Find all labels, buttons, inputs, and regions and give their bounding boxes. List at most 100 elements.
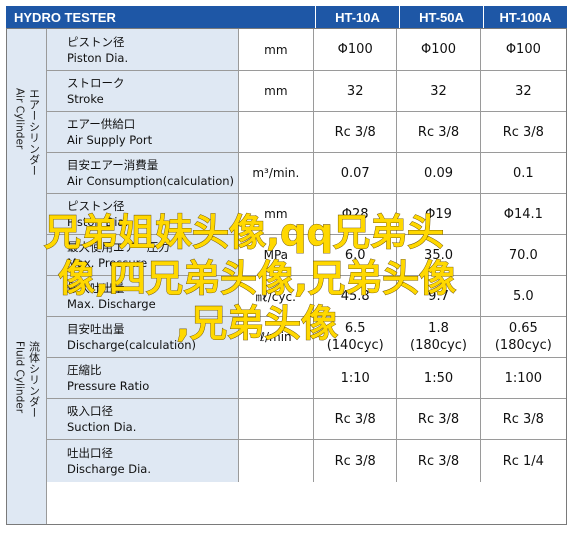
spec-unit-cell: mm	[239, 71, 315, 111]
table-row: 圧縮比 Pressure Ratio 1:10 1:50 1:100	[47, 358, 566, 399]
spec-name-jp: エアー供給口	[67, 117, 136, 131]
spec-value: Rc 3/8	[417, 411, 460, 427]
spec-value: 1:10	[340, 370, 370, 386]
spec-value: 0.07	[340, 165, 370, 181]
spec-value-cell: 1:10	[314, 358, 398, 398]
spec-value: 0.65	[508, 321, 538, 336]
spec-value: 1:50	[423, 370, 454, 386]
spec-name-jp: ピストン径	[67, 199, 125, 213]
model-header-ht50a: HT-50A	[399, 6, 483, 28]
spec-value-note: (180cyc)	[494, 338, 552, 353]
spec-name-jp: 圧縮比	[67, 363, 102, 377]
spec-name-cell: 目安エアー消費量 Air Consumption(calculation)	[47, 153, 239, 193]
table-row: 吸入口径 Suction Dia. Rc 3/8 Rc 3/8 Rc 3/8	[47, 399, 566, 440]
spec-value: Φ14.1	[503, 206, 543, 222]
spec-value-note: (180cyc)	[410, 338, 467, 353]
spec-unit-cell	[239, 440, 315, 482]
group-air-en: Air Cylinder	[13, 88, 26, 150]
spec-value-cell: Rc 3/8	[314, 399, 398, 439]
spec-value-cell: 1:100	[481, 358, 566, 398]
spec-name-cell: ピストン径 Piston Dia.	[47, 29, 239, 70]
spec-value: 32	[430, 83, 447, 99]
spec-value: Rc 3/8	[502, 124, 544, 140]
spec-name-jp: 吐出口径	[67, 446, 113, 460]
table-row: エアー供給口 Air Supply Port Rc 3/8 Rc 3/8 Rc 3/8	[47, 112, 566, 153]
spec-value-cell: 0.1	[481, 153, 566, 193]
spec-value: Φ100	[505, 42, 541, 57]
spec-value: Rc 3/8	[334, 124, 376, 140]
spec-name-cell: ストローク Stroke	[47, 71, 239, 111]
spec-name-en: Air Supply Port	[67, 133, 153, 147]
spec-unit-cell	[239, 399, 315, 439]
spec-value: Rc 3/8	[417, 124, 460, 140]
spec-value-cell: Rc 3/8	[314, 112, 398, 152]
spec-value-cell: Rc 3/8	[397, 440, 481, 482]
spec-value-cell: 1.8 (180cyc)	[397, 317, 481, 357]
spec-name-jp: 目安エアー消費量	[67, 158, 159, 172]
spec-value: 9.7	[428, 288, 449, 304]
spec-name-cell: ピストン径 Piston Dia.	[47, 194, 239, 234]
spec-value-note: (140cyc)	[326, 338, 384, 353]
group-air-jp: エアーシリンダー	[27, 88, 41, 176]
spec-name-cell: エアー供給口 Air Supply Port	[47, 112, 239, 152]
model-header-ht100a: HT-100A	[483, 6, 567, 28]
spec-value-cell: Φ28	[314, 194, 398, 234]
spec-value: 1.8	[428, 321, 449, 336]
spec-name-cell: 吐出口径 Discharge Dia.	[47, 440, 239, 482]
table-row: 目安吐出量 Discharge(calculation) ℓ/min 6.5 (140c…	[47, 317, 566, 358]
group-fluid-cylinder: 流体シリンダー Fluid Cylinder	[7, 235, 47, 524]
table-row: 最大使用エアー圧力 Max. Pressure MPa 6.0 35.0 70.0	[47, 235, 566, 276]
spec-unit-cell: mm	[239, 29, 315, 70]
spec-value: 32	[515, 83, 532, 99]
spec-name-en: Air Consumption(calculation)	[67, 174, 235, 188]
spec-name-jp: ストローク	[67, 76, 125, 90]
spec-value-cell: 6.5 (140cyc)	[314, 317, 398, 357]
spec-name-cell: 圧縮比 Pressure Ratio	[47, 358, 239, 398]
group-fluid-en: Fluid Cylinder	[13, 341, 26, 414]
spec-value-cell: 35.0	[397, 235, 481, 275]
spec-unit-cell	[239, 112, 315, 152]
spec-value: Φ100	[337, 42, 373, 57]
spec-unit-cell: mm	[239, 194, 315, 234]
spec-value: 1:100	[504, 370, 543, 386]
spec-unit-cell: ㎖/cyc.	[239, 276, 315, 316]
spec-value-cell: 70.0	[481, 235, 566, 275]
group-air-cylinder: エアーシリンダー Air Cylinder	[7, 29, 47, 235]
spec-value: Rc 3/8	[502, 411, 544, 427]
spec-name-en: Discharge(calculation)	[67, 338, 197, 352]
table-row: 目安エアー消費量 Air Consumption(calculation) m³/m…	[47, 153, 566, 194]
spec-value: Rc 1/4	[502, 453, 544, 469]
spec-name-cell: 目安吐出量 Discharge(calculation)	[47, 317, 239, 357]
spec-name-jp: 目安吐出量	[67, 322, 125, 336]
spec-name-cell: 最大吐出量 Max. Discharge	[47, 276, 239, 316]
spec-name-jp: 吸入口径	[67, 404, 113, 418]
spec-value-cell: 0.65 (180cyc)	[481, 317, 566, 357]
spec-unit-cell: MPa	[239, 235, 315, 275]
table-row: 吐出口径 Discharge Dia. Rc 3/8 Rc 3/8 Rc 1/4	[47, 440, 566, 482]
spec-value: 45.8	[340, 288, 370, 304]
spec-grid: エアーシリンダー Air Cylinder 流体シリンダー Fluid Cyli…	[6, 28, 567, 525]
spec-value: 70.0	[508, 247, 538, 263]
spec-value: 0.1	[513, 165, 534, 181]
spec-value-cell: 5.0	[481, 276, 566, 316]
spec-value: Rc 3/8	[334, 411, 376, 427]
spec-name-en: Max. Pressure	[67, 256, 148, 270]
group-air-label: エアーシリンダー Air Cylinder	[13, 88, 41, 176]
table-row: 最大吐出量 Max. Discharge ㎖/cyc. 45.8 9.7 5.0	[47, 276, 566, 317]
spec-value-cell: Φ100	[397, 29, 481, 70]
spec-value: 0.09	[424, 165, 453, 181]
spec-name-en: Suction Dia.	[67, 420, 137, 434]
spec-value-cell: Rc 3/8	[397, 399, 481, 439]
table-row: ピストン径 Piston Dia. mm Φ100 Φ100 Φ100	[47, 29, 566, 71]
spec-unit-cell: m³/min.	[239, 153, 315, 193]
spec-value-cell: 1:50	[397, 358, 481, 398]
spec-value: 32	[346, 83, 364, 99]
model-header-ht10a: HT-10A	[315, 6, 399, 28]
spec-name-en: Discharge Dia.	[67, 462, 152, 476]
spec-value-cell: Φ100	[314, 29, 398, 70]
spec-name-en: Stroke	[67, 92, 104, 106]
spec-value: 6.0	[344, 247, 366, 263]
spec-value-cell: Rc 3/8	[397, 112, 481, 152]
spec-value: 6.5	[344, 321, 366, 336]
table-row: ピストン径 Piston Dia. mm Φ28 Φ19 Φ14.1	[47, 194, 566, 235]
